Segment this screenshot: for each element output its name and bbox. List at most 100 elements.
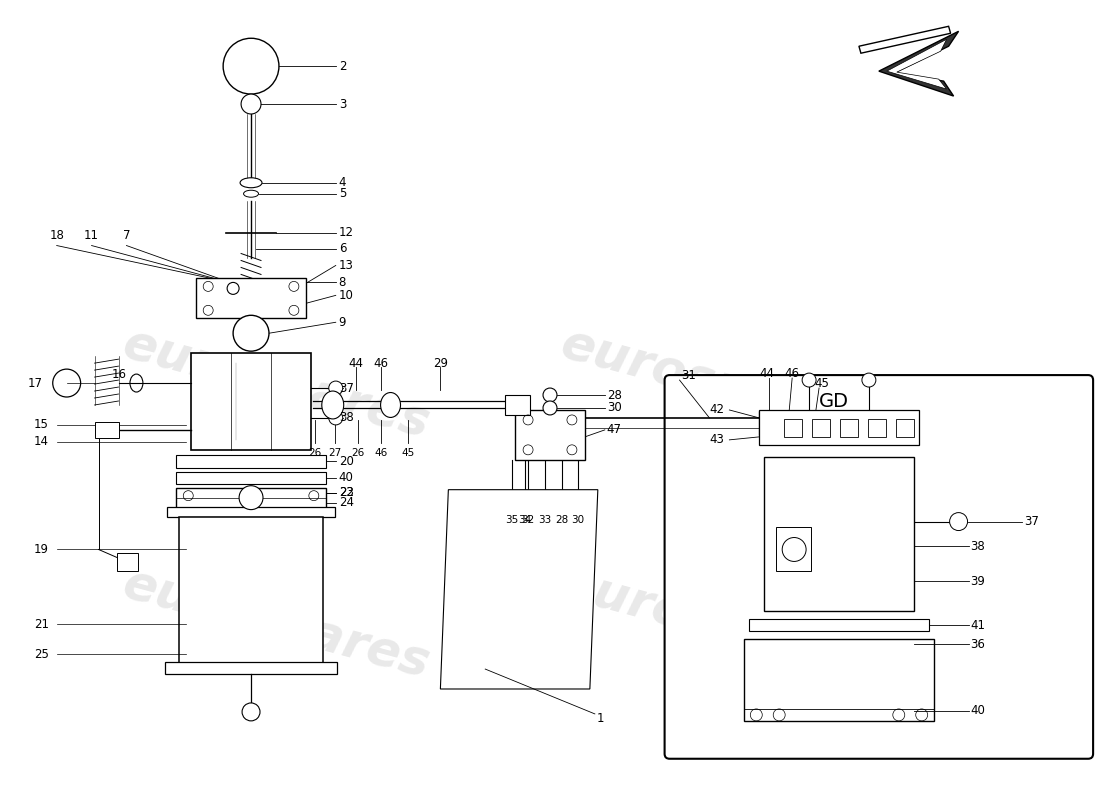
Text: 38: 38	[339, 411, 353, 425]
Text: 34: 34	[518, 514, 531, 525]
Bar	[764, 457, 914, 611]
Text: 45: 45	[402, 448, 415, 458]
Bar	[745, 639, 934, 721]
Text: 10: 10	[339, 289, 353, 302]
Text: 44: 44	[349, 357, 363, 370]
Circle shape	[810, 423, 820, 433]
Text: 11: 11	[84, 229, 99, 242]
Text: 39: 39	[970, 575, 986, 588]
Bar	[749, 619, 928, 631]
Circle shape	[949, 513, 968, 530]
Circle shape	[329, 411, 343, 425]
Bar	[165, 662, 337, 674]
Text: 3: 3	[339, 98, 346, 110]
Circle shape	[223, 38, 279, 94]
Bar	[196, 278, 306, 318]
Text: 30: 30	[571, 514, 584, 525]
Text: GD: GD	[820, 393, 849, 411]
Text: 8: 8	[339, 276, 346, 289]
Text: 1: 1	[597, 712, 604, 726]
Circle shape	[543, 401, 557, 415]
FancyBboxPatch shape	[664, 375, 1093, 758]
Text: 35: 35	[506, 514, 519, 525]
Circle shape	[792, 416, 806, 430]
Text: 14: 14	[34, 435, 48, 448]
Text: 6: 6	[339, 242, 346, 255]
Text: 2: 2	[339, 60, 346, 73]
Text: 26: 26	[351, 448, 364, 458]
Text: 21: 21	[34, 618, 48, 630]
Polygon shape	[879, 31, 958, 96]
Text: 46: 46	[374, 448, 387, 458]
Polygon shape	[859, 26, 950, 54]
Text: 45: 45	[815, 377, 829, 390]
Text: 16: 16	[111, 367, 126, 381]
Text: 36: 36	[970, 638, 986, 650]
Bar	[840, 419, 858, 437]
Circle shape	[329, 381, 343, 395]
Circle shape	[543, 388, 557, 402]
Text: 40: 40	[970, 705, 986, 718]
Bar	[176, 488, 326, 508]
Text: 19: 19	[34, 543, 48, 556]
Ellipse shape	[240, 178, 262, 188]
Polygon shape	[440, 490, 597, 689]
Text: eurospares: eurospares	[556, 320, 873, 448]
Ellipse shape	[243, 190, 258, 198]
Bar	[167, 506, 334, 517]
Bar	[515, 410, 585, 460]
Text: 27: 27	[328, 448, 341, 458]
Text: 42: 42	[710, 403, 725, 417]
Text: 41: 41	[970, 618, 986, 632]
Bar	[191, 353, 311, 450]
Text: eurospares: eurospares	[556, 559, 873, 687]
Text: 28: 28	[607, 389, 621, 402]
Text: eurospares: eurospares	[117, 559, 434, 687]
Text: 46: 46	[373, 357, 388, 370]
Text: 25: 25	[34, 648, 48, 661]
Text: 15: 15	[34, 418, 48, 431]
Ellipse shape	[322, 391, 343, 419]
Text: 37: 37	[339, 382, 353, 394]
Text: 44: 44	[760, 366, 774, 379]
Bar	[895, 419, 914, 437]
Bar	[117, 554, 139, 571]
Text: 26: 26	[308, 448, 321, 458]
Circle shape	[242, 703, 260, 721]
Text: 28: 28	[556, 514, 569, 525]
Circle shape	[862, 373, 876, 387]
Bar	[176, 472, 326, 484]
Text: 5: 5	[339, 187, 346, 200]
Text: 12: 12	[339, 226, 354, 239]
Text: 30: 30	[607, 402, 621, 414]
Text: 24: 24	[339, 496, 354, 509]
Ellipse shape	[381, 393, 400, 418]
Bar	[784, 419, 802, 437]
Text: 13: 13	[339, 259, 353, 272]
Text: 31: 31	[682, 369, 696, 382]
Text: 9: 9	[339, 316, 346, 329]
Text: 7: 7	[123, 229, 130, 242]
Bar	[759, 410, 918, 445]
Text: 29: 29	[433, 357, 448, 370]
Text: 32: 32	[521, 514, 535, 525]
Bar	[505, 395, 530, 415]
Text: 23: 23	[339, 486, 353, 499]
Bar	[812, 419, 830, 437]
Text: 38: 38	[970, 540, 986, 553]
Circle shape	[233, 315, 270, 351]
Bar	[176, 455, 326, 468]
Polygon shape	[887, 39, 947, 89]
Bar	[759, 411, 781, 435]
Text: 47: 47	[607, 423, 621, 436]
Text: 22: 22	[339, 486, 354, 499]
Text: 18: 18	[50, 229, 64, 242]
Circle shape	[802, 373, 816, 387]
Text: 43: 43	[710, 434, 725, 446]
Bar	[868, 419, 886, 437]
Bar	[777, 526, 811, 571]
Bar	[95, 422, 119, 438]
Text: 37: 37	[1024, 515, 1040, 528]
Circle shape	[241, 94, 261, 114]
Text: eurospares: eurospares	[117, 320, 434, 448]
